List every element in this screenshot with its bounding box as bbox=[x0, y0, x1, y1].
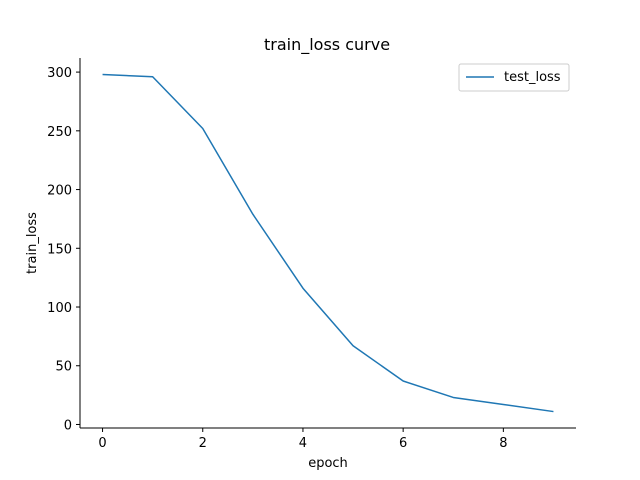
x-tick-label: 4 bbox=[299, 436, 307, 451]
y-tick-label: 0 bbox=[64, 418, 72, 433]
y-tick-label: 150 bbox=[47, 242, 72, 257]
y-tick-label: 300 bbox=[47, 66, 72, 81]
legend: test_loss bbox=[458, 63, 570, 92]
chart-title: train_loss curve bbox=[264, 35, 390, 55]
x-tick-label: 8 bbox=[499, 436, 507, 451]
series-line-test_loss bbox=[102, 73, 554, 413]
y-tick-label: 50 bbox=[55, 360, 72, 375]
plot-area: 0 2 4 6 8 0 50 100 150 200 250 300 bbox=[47, 58, 576, 451]
x-axis-ticks: 0 2 4 6 8 bbox=[98, 428, 507, 451]
x-tick-label: 0 bbox=[98, 436, 106, 451]
legend-label: test_loss bbox=[504, 70, 561, 85]
y-tick-label: 250 bbox=[47, 125, 72, 140]
y-tick-label: 100 bbox=[47, 301, 72, 316]
y-axis-ticks: 0 50 100 150 200 250 300 bbox=[47, 66, 80, 433]
y-axis-label: train_loss bbox=[25, 212, 40, 274]
series-layer bbox=[102, 73, 554, 413]
y-tick-label: 200 bbox=[47, 184, 72, 199]
x-axis-label: epoch bbox=[308, 456, 348, 471]
x-tick-label: 2 bbox=[199, 436, 207, 451]
legend-box bbox=[458, 63, 570, 92]
x-tick-label: 6 bbox=[399, 436, 407, 451]
